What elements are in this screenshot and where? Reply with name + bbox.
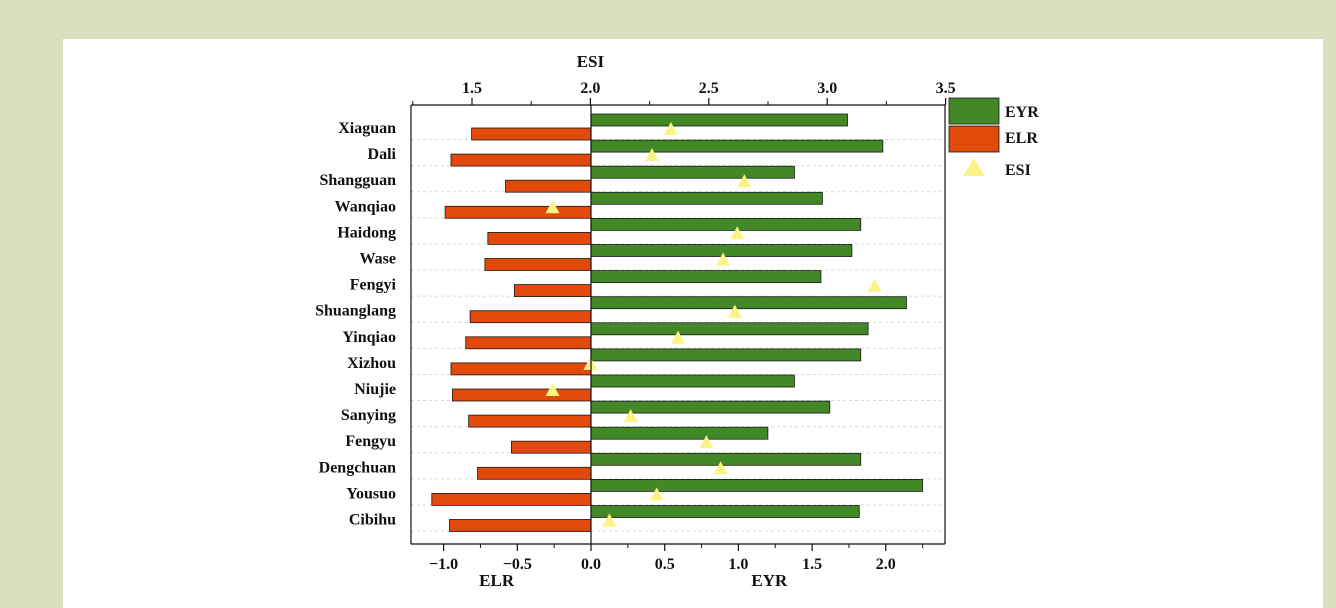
elr-bar xyxy=(487,231,592,245)
category-label: Wase xyxy=(360,251,396,268)
esi-marker xyxy=(671,330,686,344)
elr-bar xyxy=(505,179,592,193)
eyr-tick-label: 0.5 xyxy=(655,556,675,573)
elr-bar xyxy=(431,492,592,506)
eyr-bar xyxy=(590,322,869,336)
category-label: Shangguan xyxy=(320,172,397,189)
legend-swatch-eyr xyxy=(948,97,1000,125)
category-label: Dengchuan xyxy=(319,459,396,476)
category-label: Niujie xyxy=(354,381,396,398)
eyr-tick-label: 2.0 xyxy=(876,556,896,573)
elr-bar xyxy=(477,466,592,480)
esi-marker xyxy=(644,148,659,162)
legend-label-eyr: EYR xyxy=(1005,104,1039,121)
eyr-bar xyxy=(590,400,831,414)
esi-marker xyxy=(699,435,714,449)
esi-marker xyxy=(867,278,882,292)
category-labels: Xiaguan Dali Shangguan Wanqiao Haidong Wase Fe… xyxy=(315,120,396,529)
eyr-tick-label: 1.0 xyxy=(728,556,748,573)
eyr-axis-title: EYR xyxy=(751,571,788,590)
eyr-bar xyxy=(590,217,862,231)
axes: 1.5 2.0 2.5 3.0 3.5 ESI −1.0 −0.5 0.0 ELR 0.5 1.0 1.… xyxy=(410,52,956,590)
category-label: Haidong xyxy=(337,224,396,241)
eyr-bar xyxy=(590,348,862,362)
elr-bar xyxy=(469,310,592,324)
gridlines xyxy=(411,139,945,532)
category-label: Sanying xyxy=(341,407,396,424)
eyr-bar xyxy=(590,165,795,179)
chart-panel: 1.5 2.0 2.5 3.0 3.5 ESI −1.0 −0.5 0.0 ELR 0.5 1.0 1.… xyxy=(63,39,1323,608)
esi-marker xyxy=(737,174,752,188)
esi-eyr-elr-chart: 1.5 2.0 2.5 3.0 3.5 ESI −1.0 −0.5 0.0 ELR 0.5 1.0 1.… xyxy=(315,52,1039,590)
esi-tick-label: 1.5 xyxy=(462,80,482,97)
elr-bar xyxy=(452,388,592,402)
category-label: Yinqiao xyxy=(342,329,396,346)
esi-tick-label: 3.5 xyxy=(936,80,956,97)
eyr-bar xyxy=(590,296,907,310)
esi-tick-label: 3.0 xyxy=(817,80,837,97)
category-label: Wanqiao xyxy=(335,198,396,215)
category-label: Xiaguan xyxy=(338,120,396,137)
eyr-tick-label: 1.5 xyxy=(802,556,822,573)
eyr-bar xyxy=(590,191,823,205)
elr-bar xyxy=(513,284,592,298)
esi-marker xyxy=(713,461,728,475)
esi-marker xyxy=(602,513,617,527)
elr-bar xyxy=(444,205,592,219)
elr-bar xyxy=(450,362,592,376)
eyr-bar xyxy=(590,139,884,153)
esi-marker xyxy=(545,383,560,396)
category-label: Fengyi xyxy=(350,277,397,294)
legend-label-esi: ESI xyxy=(1005,162,1031,179)
legend-swatch-elr xyxy=(948,125,1000,153)
elr-tick-label: −0.5 xyxy=(503,556,532,573)
esi-tick-label: 2.5 xyxy=(699,80,719,97)
eyr-bar xyxy=(590,478,924,492)
esi-marker xyxy=(727,304,742,318)
elr-bar xyxy=(468,414,592,428)
elr-bar xyxy=(471,127,592,141)
legend-label-elr: ELR xyxy=(1005,130,1038,147)
esi-marker xyxy=(545,200,560,214)
esi-marker xyxy=(730,226,745,240)
category-label: Shuanglang xyxy=(315,303,396,320)
esi-marker xyxy=(663,122,678,135)
esi-markers xyxy=(545,122,882,527)
elr-bar xyxy=(450,153,592,167)
bars xyxy=(431,113,924,532)
eyr-bar xyxy=(590,244,853,257)
eyr-bar xyxy=(590,270,822,284)
esi-marker xyxy=(623,409,638,423)
elr-bar xyxy=(484,258,592,271)
eyr-bar xyxy=(590,113,848,127)
esi-axis-title: ESI xyxy=(577,52,605,71)
category-label: Dali xyxy=(368,146,397,163)
elr-tick-label: 0.0 xyxy=(581,556,601,573)
legend: EYR ELR ESI xyxy=(948,97,1039,179)
elr-bar xyxy=(449,519,592,532)
eyr-bar xyxy=(590,426,769,440)
esi-tick-label: 2.0 xyxy=(580,80,600,97)
category-label: Fengyu xyxy=(345,433,396,450)
category-label: Yousuo xyxy=(346,485,396,502)
eyr-bar xyxy=(590,374,795,388)
elr-axis-title: ELR xyxy=(479,571,515,590)
category-label: Xizhou xyxy=(347,355,396,372)
category-label: Cibihu xyxy=(349,512,396,529)
elr-bar xyxy=(511,440,592,454)
esi-marker xyxy=(649,487,664,501)
legend-marker-esi xyxy=(963,158,985,176)
elr-bar xyxy=(465,336,592,350)
eyr-bar xyxy=(590,452,862,466)
esi-marker xyxy=(716,252,731,266)
eyr-bar xyxy=(590,505,860,518)
elr-tick-label: −1.0 xyxy=(429,556,458,573)
